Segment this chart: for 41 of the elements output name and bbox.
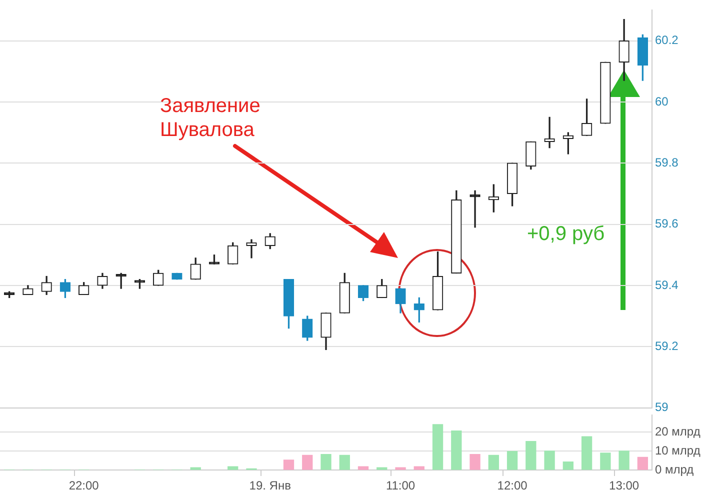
y-tick-label: 10 млрд xyxy=(655,443,700,458)
x-tick-label: 13:00 xyxy=(609,478,640,493)
bar xyxy=(283,460,294,470)
bar xyxy=(470,454,480,470)
y-tick-label: 60.2 xyxy=(655,33,679,48)
bar xyxy=(544,450,555,470)
x-tick-label: 12:00 xyxy=(497,478,528,493)
bar xyxy=(526,440,536,470)
bar xyxy=(376,467,388,470)
x-tick-label: 19. Янв xyxy=(249,478,291,493)
y-tick-label: 0 млрд xyxy=(655,462,694,476)
bar xyxy=(488,454,499,470)
bar xyxy=(618,450,630,470)
bar xyxy=(339,454,350,470)
candlestick xyxy=(246,239,257,258)
y-tick-label: 59.2 xyxy=(655,338,679,353)
bar xyxy=(562,462,574,470)
bar xyxy=(228,466,238,470)
x-tick-label: 11:00 xyxy=(386,478,416,493)
bar xyxy=(190,467,201,470)
y-tick-label: 59 xyxy=(655,400,669,414)
y-tick-label: 59.4 xyxy=(655,278,679,292)
y-tick-label: 59.6 xyxy=(655,216,679,231)
y-tick-label: 20 млрд xyxy=(655,424,700,439)
bar xyxy=(432,424,444,470)
bar xyxy=(414,466,424,470)
bar xyxy=(506,450,518,470)
bar xyxy=(320,454,332,470)
bar xyxy=(451,430,462,470)
bar xyxy=(358,466,369,470)
bar xyxy=(600,452,611,470)
candlestick xyxy=(544,116,555,148)
bar xyxy=(637,456,648,470)
bar xyxy=(581,436,592,470)
annotation: +0,9 руб xyxy=(527,222,606,246)
y-tick-label: 59.8 xyxy=(655,155,679,170)
bar xyxy=(302,454,313,470)
bar xyxy=(395,467,406,470)
y-tick-label: 60 xyxy=(655,94,669,108)
annotation: Заявление Шувалова xyxy=(160,94,262,142)
x-tick-label: 22:00 xyxy=(68,478,100,493)
